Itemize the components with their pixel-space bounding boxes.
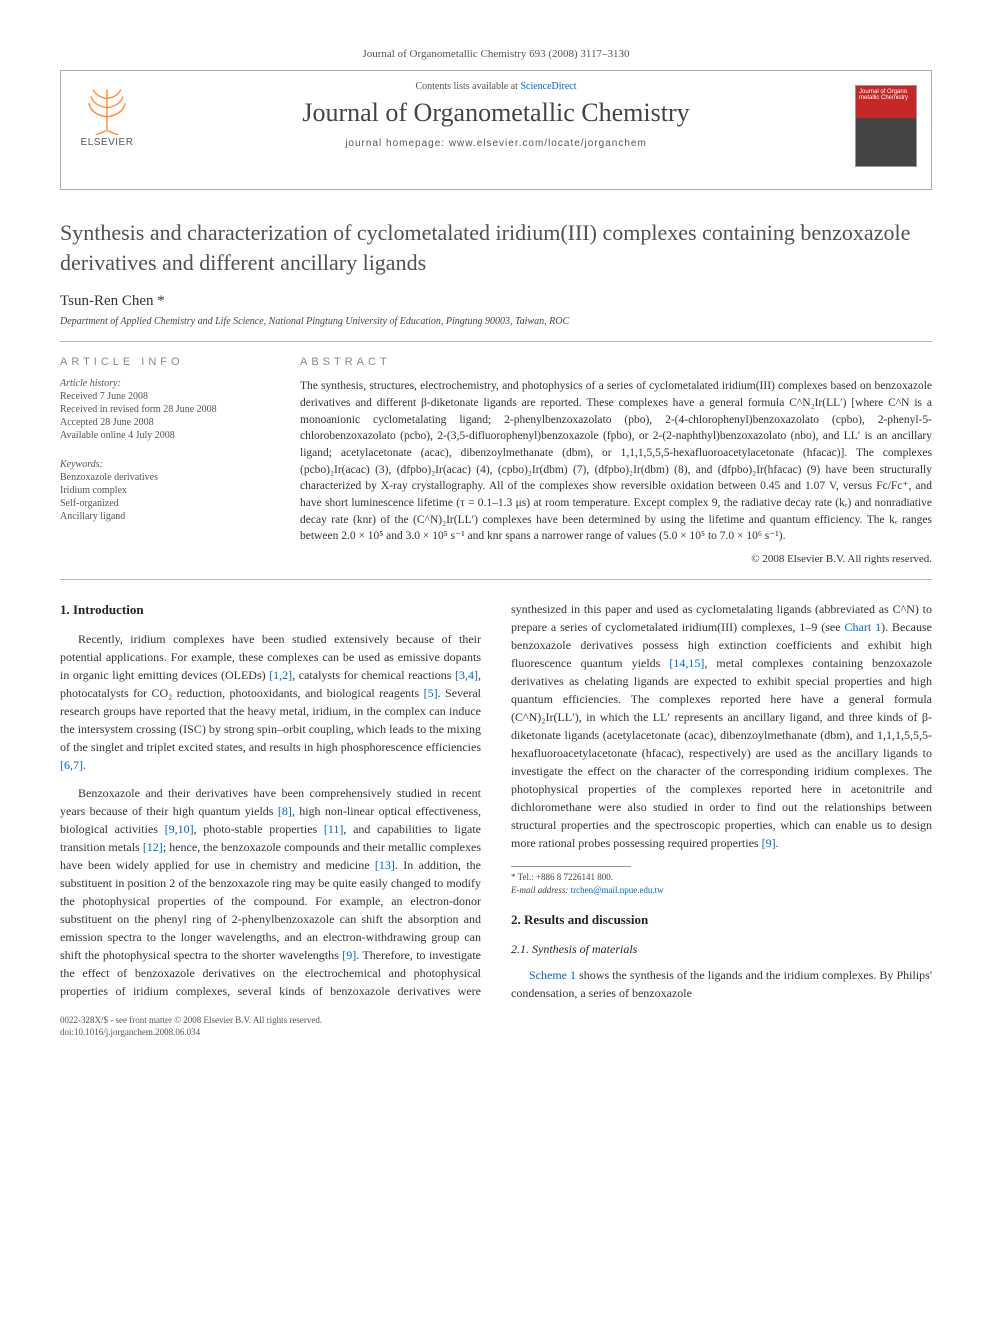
citation-link[interactable]: [14,15] <box>669 656 704 670</box>
subsection-heading-synthesis: 2.1. Synthesis of materials <box>511 940 932 958</box>
journal-name: Journal of Organometallic Chemistry <box>165 98 827 128</box>
citation-link[interactable]: [9,10] <box>165 822 194 836</box>
citation-link[interactable]: [13] <box>375 858 395 872</box>
footer-front-matter: 0022-328X/$ - see front matter © 2008 El… <box>60 1014 932 1027</box>
text-run: , metal complexes containing benzoxazole… <box>511 656 932 850</box>
footer-doi: doi:10.1016/j.jorganchem.2008.06.034 <box>60 1026 932 1039</box>
contents-prefix: Contents lists available at <box>415 81 520 92</box>
body-paragraph: Scheme 1 shows the synthesis of the liga… <box>511 966 932 1002</box>
citation-link[interactable]: [3,4] <box>455 668 478 682</box>
divider <box>60 341 932 342</box>
email-link[interactable]: trchen@mail.npue.edu.tw <box>571 885 664 895</box>
article-info-block: ARTICLE INFO Article history: Received 7… <box>60 356 260 565</box>
citation-link[interactable]: [11] <box>324 822 344 836</box>
body-paragraph: Recently, iridium complexes have been st… <box>60 630 481 774</box>
abstract-copyright: © 2008 Elsevier B.V. All rights reserved… <box>300 553 932 565</box>
keyword: Self-organized <box>60 498 260 509</box>
text-run: . <box>776 836 779 850</box>
article-info-head: ARTICLE INFO <box>60 356 260 368</box>
keyword: Benzoxazole derivatives <box>60 472 260 483</box>
history-online: Available online 4 July 2008 <box>60 430 260 441</box>
email-label: E-mail address: <box>511 885 571 895</box>
article-title: Synthesis and characterization of cyclom… <box>60 218 932 277</box>
section-heading-results: 2. Results and discussion <box>511 910 932 930</box>
elsevier-tree-icon <box>84 85 130 135</box>
keyword: Iridium complex <box>60 485 260 496</box>
publisher-logo: ELSEVIER <box>75 85 139 159</box>
citation-link[interactable]: [9] <box>342 948 356 962</box>
corresponding-email: E-mail address: trchen@mail.npue.edu.tw <box>511 884 932 897</box>
footnote-separator <box>511 866 631 867</box>
journal-reference: Journal of Organometallic Chemistry 693 … <box>60 48 932 60</box>
author-affiliation: Department of Applied Chemistry and Life… <box>60 316 932 327</box>
citation-link[interactable]: [5] <box>424 686 438 700</box>
article-body: 1. Introduction Recently, iridium comple… <box>60 600 932 1006</box>
history-accepted: Accepted 28 June 2008 <box>60 417 260 428</box>
abstract-head: ABSTRACT <box>300 356 932 368</box>
author-name: Tsun-Ren Chen * <box>60 293 932 310</box>
citation-link[interactable]: [8] <box>278 804 292 818</box>
text-run: , catalysts for chemical reactions <box>292 668 455 682</box>
citation-link[interactable]: [12] <box>143 840 163 854</box>
text-run: , photo-stable properties <box>194 822 324 836</box>
citation-link[interactable]: [6,7] <box>60 758 83 772</box>
history-revised: Received in revised form 28 June 2008 <box>60 404 260 415</box>
divider <box>60 579 932 580</box>
scheme-link[interactable]: Scheme 1 <box>529 968 576 982</box>
section-heading-introduction: 1. Introduction <box>60 600 481 620</box>
journal-header: ELSEVIER Journal of Organo metallic Chem… <box>60 70 932 190</box>
keyword: Ancillary ligand <box>60 511 260 522</box>
text-run: . <box>83 758 86 772</box>
keywords-label: Keywords: <box>60 459 103 470</box>
sciencedirect-link[interactable]: ScienceDirect <box>520 81 576 92</box>
history-received: Received 7 June 2008 <box>60 391 260 402</box>
citation-link[interactable]: [1,2] <box>269 668 292 682</box>
history-label: Article history: <box>60 378 121 389</box>
text-run: . In addition, the substituent in positi… <box>60 858 481 962</box>
chart-link[interactable]: Chart 1 <box>845 620 882 634</box>
abstract-block: ABSTRACT The synthesis, structures, elec… <box>300 356 932 565</box>
journal-homepage: journal homepage: www.elsevier.com/locat… <box>165 138 827 149</box>
contents-available-line: Contents lists available at ScienceDirec… <box>165 81 827 92</box>
publisher-name: ELSEVIER <box>81 137 134 148</box>
corresponding-tel: * Tel.: +886 8 7226141 800. <box>511 871 932 884</box>
journal-cover-thumb: Journal of Organo metallic Chemistry <box>855 85 917 167</box>
abstract-text: The synthesis, structures, electrochemis… <box>300 378 932 545</box>
citation-link[interactable]: [9] <box>762 836 776 850</box>
page-footer: 0022-328X/$ - see front matter © 2008 El… <box>60 1014 932 1039</box>
